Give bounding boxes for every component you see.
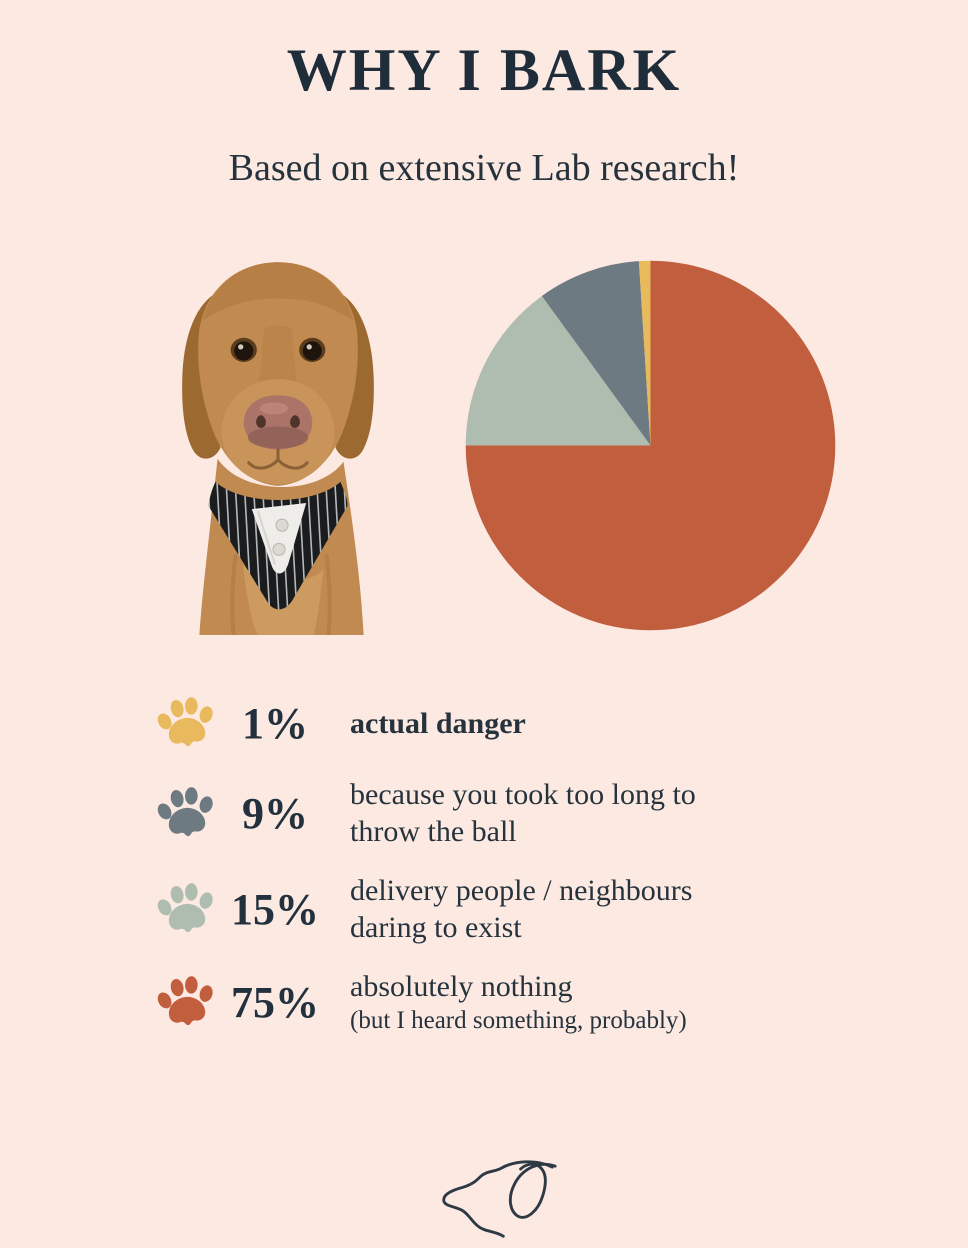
legend-percent: 9% [242, 788, 308, 838]
paw-icon [156, 694, 216, 750]
pie-slice-2 [541, 261, 651, 446]
pie-chart [465, 260, 836, 631]
legend-row-actual-danger: 1% actual danger [156, 694, 846, 754]
legend: 1% actual danger 9% because you took too… [156, 694, 846, 1036]
pie-slice-3 [638, 260, 651, 446]
dog-line-drawing-icon [412, 1146, 562, 1242]
legend-row-delivery-people: 15% delivery people / neighbours daring … [156, 873, 846, 946]
pie-slice-0 [465, 260, 836, 631]
legend-label: absolutely nothing (but I heard somethin… [350, 970, 687, 1034]
labrador-illustration [182, 262, 374, 635]
legend-percent: 1% [242, 699, 308, 748]
legend-label: delivery people / neighbours daring to e… [350, 874, 693, 944]
legend-row-ball: 9% because you took too long to throw th… [156, 777, 846, 850]
dog-photo [146, 232, 410, 635]
legend-percent: 15% [231, 884, 319, 934]
paw-icon [156, 879, 216, 936]
page-title: WHY I BARK [286, 37, 682, 103]
page-subtitle: Based on extensive Lab research! [228, 147, 740, 189]
paw-icon [156, 783, 216, 839]
legend-label: because you took too long to throw the b… [350, 778, 696, 848]
legend-row-absolutely-nothing: 75% absolutely nothing (but I heard some… [156, 969, 846, 1036]
paw-icon [156, 973, 216, 1029]
legend-label: actual danger [350, 706, 526, 740]
pie-slice-1 [465, 295, 651, 446]
legend-percent: 75% [231, 977, 319, 1027]
